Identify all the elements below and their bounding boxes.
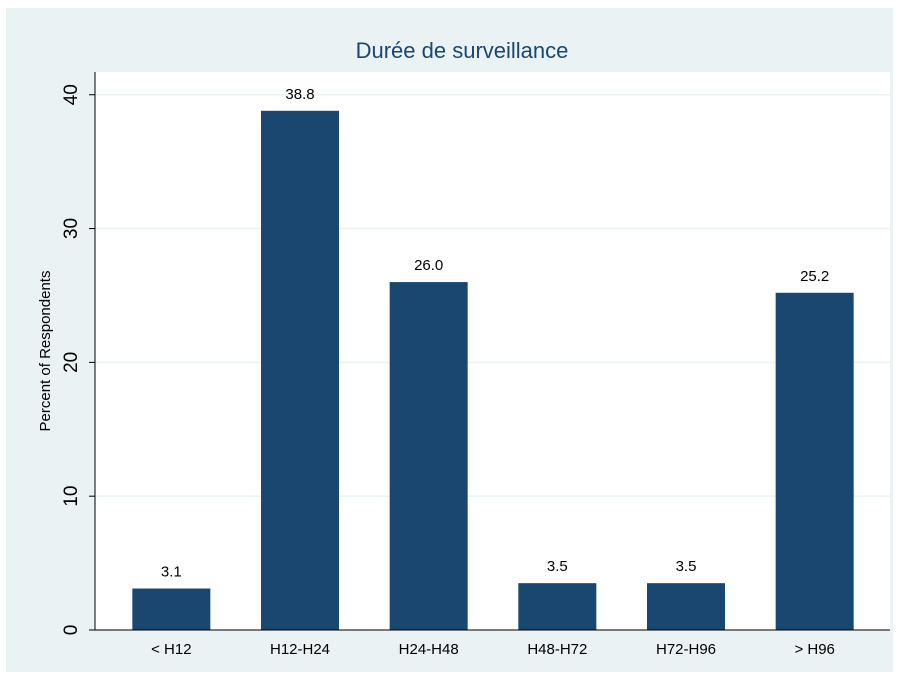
data-label: 3.5: [676, 558, 697, 575]
bar: [775, 292, 854, 630]
x-tick-label: < H12: [151, 641, 191, 658]
chart-title: Durée de surveillance: [356, 38, 569, 63]
x-tick-label: H72-H96: [656, 641, 716, 658]
y-tick-label: 0: [61, 625, 82, 636]
x-tick-label: H24-H48: [399, 641, 459, 658]
y-axis-label: Percent of Respondents: [37, 271, 54, 432]
y-tick-label: 20: [61, 352, 82, 373]
bar: [518, 583, 597, 630]
bar: [389, 282, 468, 630]
x-tick-label: H48-H72: [527, 641, 587, 658]
bar: [647, 583, 725, 630]
x-tick-label: H12-H24: [270, 641, 330, 658]
y-tick-label: 30: [61, 218, 82, 239]
data-label: 38.8: [285, 86, 314, 103]
plot-region: [95, 72, 890, 630]
bar: [261, 110, 339, 630]
y-tick-label: 40: [61, 84, 82, 105]
data-label: 26.0: [414, 257, 443, 274]
bar: [132, 588, 211, 630]
data-label: 3.5: [547, 558, 568, 575]
data-label: 3.1: [161, 563, 182, 580]
data-label: 25.2: [800, 268, 829, 285]
y-tick-label: 10: [61, 486, 82, 507]
x-tick-label: > H96: [794, 641, 834, 658]
